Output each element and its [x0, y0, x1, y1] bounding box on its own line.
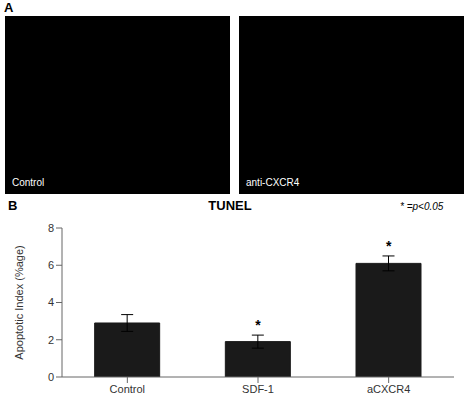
- svg-text:*: *: [255, 317, 261, 333]
- svg-text:0: 0: [48, 371, 54, 383]
- html-text:* =p<0.05: * =p<0.05: [400, 201, 444, 212]
- html-text:Control: Control: [12, 177, 45, 188]
- html-text:B: B: [8, 198, 18, 213]
- svg-text:Control: Control: [110, 383, 145, 395]
- html-text:A: A: [4, 0, 14, 15]
- svg-text:2: 2: [48, 334, 54, 346]
- html-text:anti-CXCR4: anti-CXCR4: [246, 177, 300, 188]
- svg-text:4: 4: [48, 296, 54, 308]
- svg-text:SDF-1: SDF-1: [242, 383, 274, 395]
- svg-text:6: 6: [48, 259, 54, 271]
- svg-text:8: 8: [48, 222, 54, 234]
- html-text:TUNEL: TUNEL: [208, 198, 252, 213]
- svg-text:*: *: [386, 238, 392, 254]
- svg-text:Apoptotic Index (%age): Apoptotic Index (%age): [13, 245, 25, 359]
- svg-text:aCXCR4: aCXCR4: [367, 383, 410, 395]
